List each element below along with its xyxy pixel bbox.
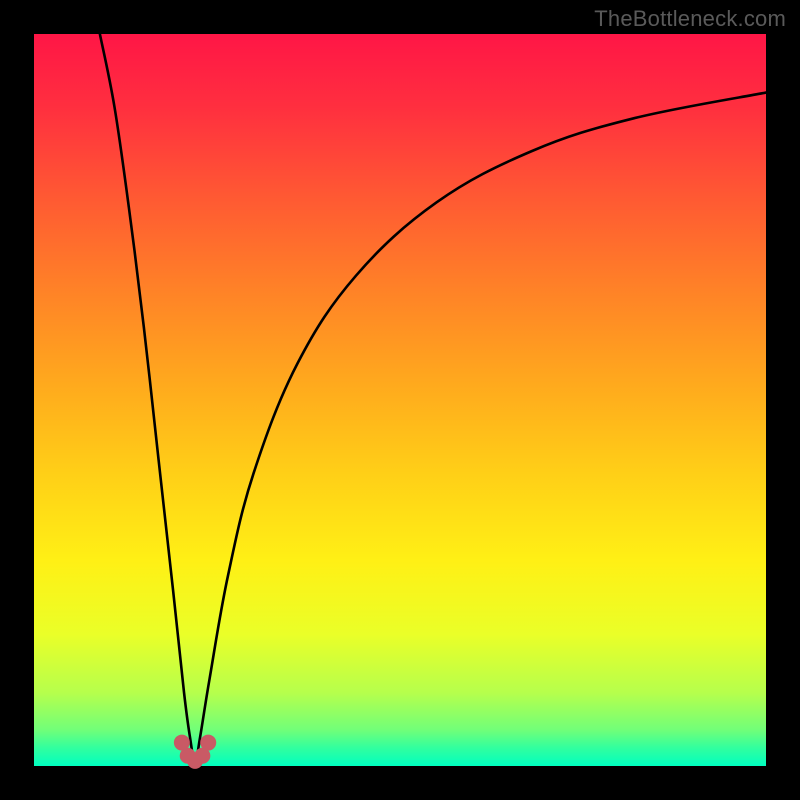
watermark-text: TheBottleneck.com — [594, 6, 786, 32]
plot-background — [34, 34, 766, 766]
chart-svg — [0, 0, 800, 800]
curve-marker — [200, 735, 216, 751]
chart-container: TheBottleneck.com — [0, 0, 800, 800]
